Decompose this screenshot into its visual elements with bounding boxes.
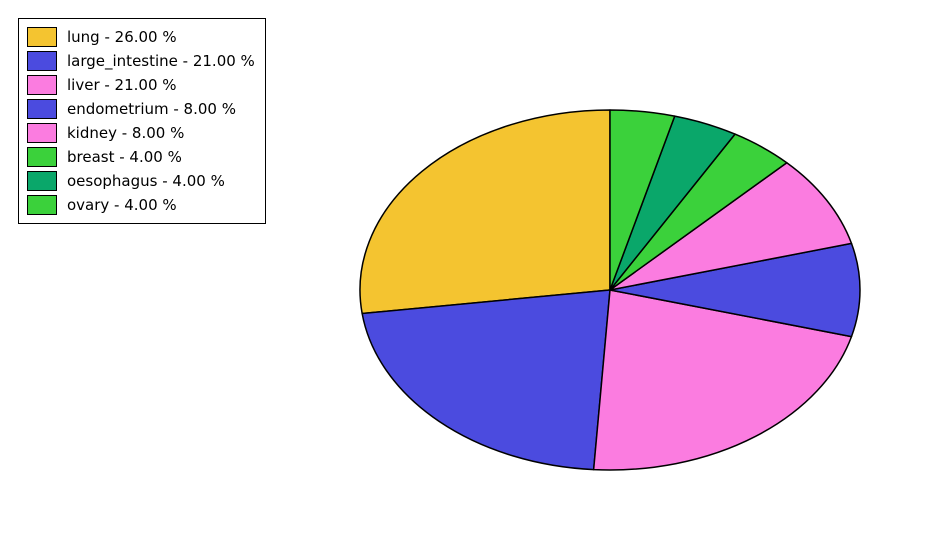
pie-slice-large_intestine [362, 290, 610, 470]
pie-slice-lung [360, 110, 610, 313]
pie-chart [0, 0, 939, 538]
